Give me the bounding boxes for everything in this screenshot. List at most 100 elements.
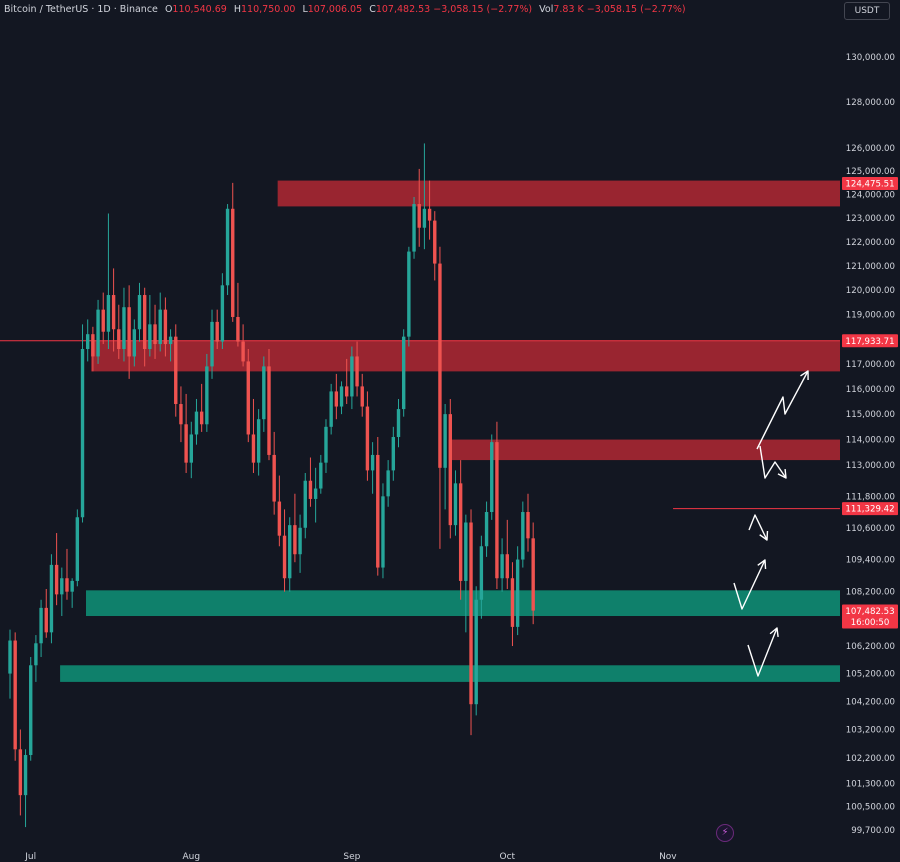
price-tag-label: 117,933.71: [845, 337, 894, 347]
projection-arrow: [747, 627, 778, 677]
candle-body: [13, 640, 17, 750]
price-axis-tick: 130,000.00: [846, 53, 895, 63]
candle-body: [54, 564, 59, 595]
price-axis-tick: 128,000.00: [846, 98, 895, 108]
candle-body: [303, 480, 307, 528]
price-axis-tick: 120,000.00: [846, 286, 895, 296]
candle-body: [329, 391, 333, 427]
candle-body: [386, 470, 390, 497]
lightning-icon[interactable]: ⚡: [716, 824, 734, 842]
volume-change-value: −3,058.15 (−2.77%): [586, 4, 686, 15]
candle-body: [163, 309, 168, 345]
price-tag: [842, 176, 898, 190]
support-zone: [86, 590, 840, 617]
price-axis-tick: 119,000.00: [846, 311, 895, 321]
candle-body: [106, 295, 111, 332]
candle-body: [189, 434, 193, 463]
candle-body: [44, 607, 48, 633]
candle-body: [495, 442, 499, 579]
candle-body: [360, 386, 364, 407]
candle-body: [215, 321, 219, 342]
candle-body: [111, 295, 116, 330]
candle-body: [313, 488, 318, 499]
price-axis-tick: 123,000.00: [846, 214, 895, 224]
candle-body: [464, 522, 468, 581]
candle-body: [474, 599, 478, 705]
candle-body: [225, 208, 230, 286]
candle-body: [49, 564, 54, 633]
projection-arrow: [756, 370, 809, 450]
resistance-zone: [91, 340, 841, 372]
candle-body: [39, 607, 43, 644]
time-axis-tick: Oct: [499, 852, 515, 862]
price-tag-label: 107,482.53: [845, 607, 894, 617]
candle-body: [350, 356, 354, 397]
close-label: C: [369, 4, 376, 15]
candle-body: [70, 580, 74, 592]
currency-button[interactable]: USDT: [844, 2, 890, 20]
price-axis[interactable]: 130,000.00 128,000.00 126,000.00 125,000.00…: [846, 53, 895, 836]
support-zone: [60, 665, 841, 682]
candle-body: [179, 404, 183, 425]
candle-body: [194, 411, 199, 435]
price-tag: [842, 334, 898, 348]
candle-body: [298, 527, 302, 555]
time-axis-tick: Jul: [24, 852, 36, 862]
resistance-zone: [448, 439, 840, 461]
price-axis-tick: 101,300.00: [846, 780, 895, 790]
high-label: H: [233, 4, 242, 15]
candle-body: [505, 554, 509, 579]
change-value: −3,058.15 (−2.77%): [433, 4, 533, 15]
candle-body: [453, 483, 458, 526]
arrows-layer: [733, 370, 809, 677]
price-tag-label: 124,475.51: [845, 179, 894, 189]
price-axis-tick: 113,000.00: [846, 461, 895, 471]
candle-body: [101, 309, 105, 332]
candle-body: [339, 386, 344, 407]
candle-body: [288, 525, 292, 579]
price-axis-tick: 114,000.00: [846, 436, 895, 446]
volume-label: Vol: [539, 4, 554, 15]
candle-body: [18, 749, 23, 796]
projection-arrow-head: [800, 370, 809, 381]
price-axis-tick: 115,000.00: [846, 410, 895, 420]
candle-body: [127, 307, 131, 357]
candle-body: [184, 424, 188, 463]
candle-body: [355, 356, 359, 387]
candle-body: [422, 208, 427, 228]
projection-arrow-head: [769, 627, 779, 638]
candle-body: [438, 263, 442, 468]
price-axis-tick: 126,000.00: [846, 144, 895, 154]
candle-body: [199, 411, 204, 425]
price-axis-tick: 102,200.00: [846, 754, 895, 764]
candle-body: [484, 512, 489, 547]
price-tag: [842, 604, 898, 629]
candle-body: [246, 361, 250, 435]
candle-body: [365, 406, 370, 471]
price-axis-tick: 125,000.00: [846, 167, 895, 177]
candle-body: [526, 512, 530, 539]
candle-body: [236, 316, 240, 342]
resistance-zone: [277, 180, 840, 207]
price-axis-tick: 110,600.00: [846, 524, 895, 534]
time-axis[interactable]: Jul Aug Sep Oct Nov: [24, 852, 677, 862]
candles-layer: [8, 143, 535, 828]
price-tags-layer: 124,475.51 117,933.71 111,329.42 107,482.53…: [842, 176, 898, 629]
candle-body: [29, 665, 33, 756]
candle-body: [319, 462, 323, 489]
candle-body: [122, 307, 126, 350]
candle-body: [282, 535, 287, 579]
symbol-title[interactable]: Bitcoin / TetherUS · 1D · Binance: [4, 4, 158, 15]
projection-arrow-head: [757, 559, 767, 570]
candle-body: [80, 349, 85, 518]
projection-arrow: [748, 514, 768, 541]
price-axis-tick: 116,000.00: [846, 385, 895, 395]
time-axis-tick: Aug: [183, 852, 201, 862]
candle-body: [86, 334, 90, 350]
candle-body: [458, 483, 463, 581]
projection-arrow: [759, 445, 787, 479]
candle-body: [427, 208, 432, 221]
volume-value: 7.83 K: [553, 4, 584, 15]
candle-body: [345, 386, 349, 397]
